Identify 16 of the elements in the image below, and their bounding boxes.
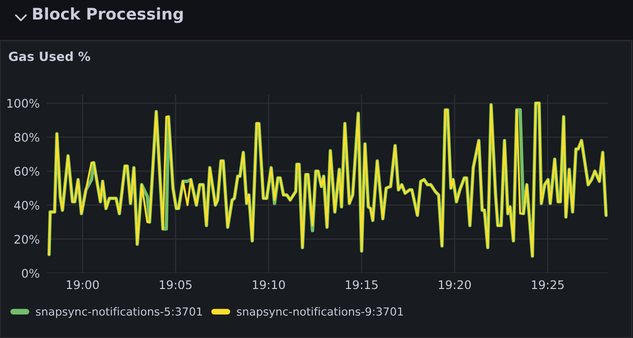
y-tick-label: 0% xyxy=(22,268,40,278)
legend-label: snapsync-notifications-9:3701 xyxy=(236,307,403,318)
y-tick-label: 100% xyxy=(7,98,40,108)
x-tick-label: 19:05 xyxy=(160,280,192,290)
x-tick-label: 19:15 xyxy=(346,280,378,290)
x-tick-label: 19:00 xyxy=(66,280,99,290)
y-tick-label: 80% xyxy=(14,132,40,142)
y-tick-label: 20% xyxy=(14,234,40,244)
chart-title: Block Processing xyxy=(33,7,183,23)
chart-subtitle: Gas Used % xyxy=(8,51,90,62)
y-tick-label: 40% xyxy=(14,200,40,210)
y-tick-label: 60% xyxy=(14,166,40,176)
x-tick-label: 19:20 xyxy=(438,280,471,290)
x-tick-label: 19:25 xyxy=(532,280,564,290)
legend-label: snapsync-notifications-5:3701 xyxy=(36,307,202,318)
x-tick-label: 19:10 xyxy=(252,280,285,290)
